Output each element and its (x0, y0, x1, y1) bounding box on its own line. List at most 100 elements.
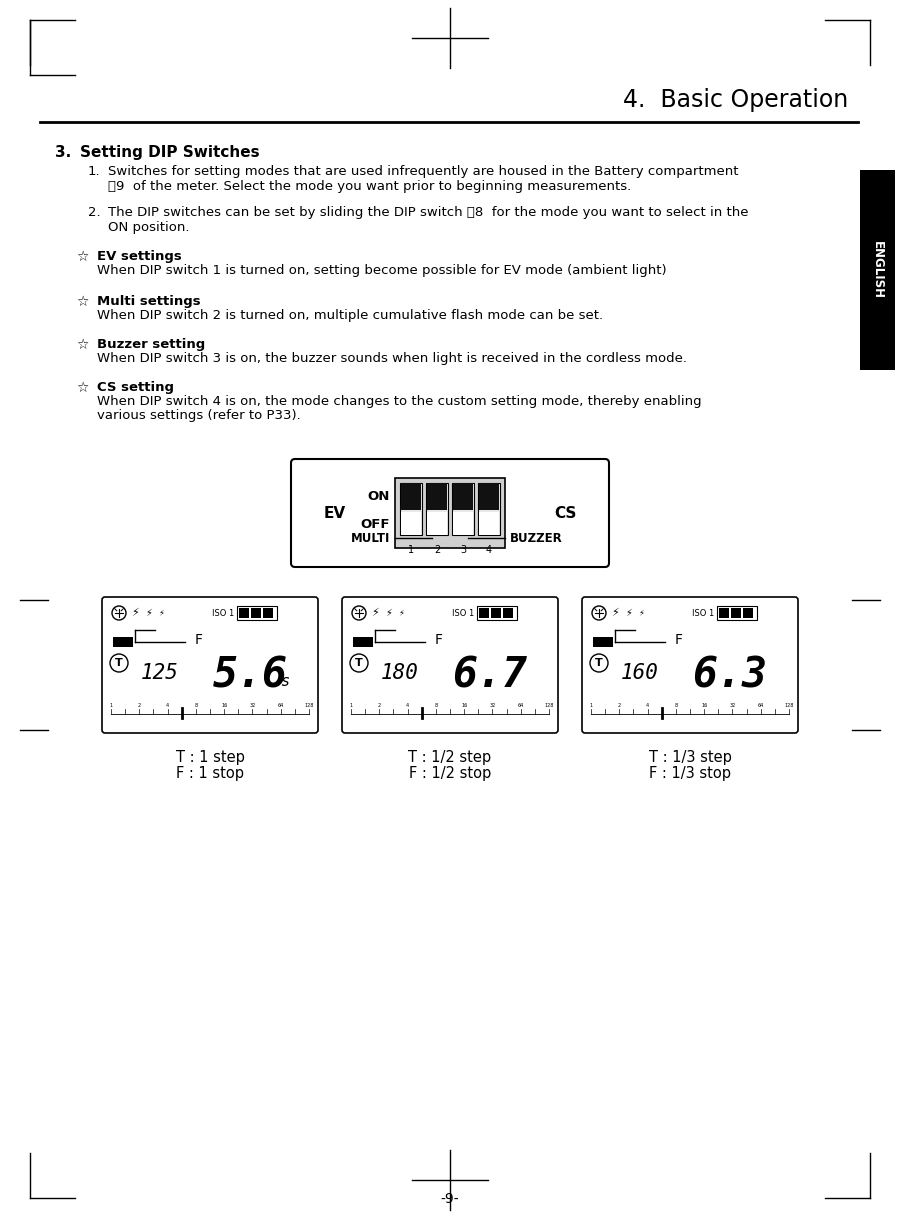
Text: 16: 16 (701, 703, 707, 708)
Text: 32: 32 (729, 703, 735, 708)
Text: CS setting: CS setting (97, 381, 174, 393)
Bar (593, 637, 613, 647)
Text: 64: 64 (277, 703, 284, 708)
Bar (239, 608, 249, 618)
Text: 2: 2 (138, 703, 140, 708)
Text: various settings (refer to P33).: various settings (refer to P33). (97, 409, 301, 421)
Bar (353, 637, 373, 647)
Text: 1.: 1. (88, 164, 101, 178)
Text: 1: 1 (590, 703, 592, 708)
Bar (587, 602, 793, 630)
Text: T: T (595, 658, 603, 667)
Text: EV settings: EV settings (97, 250, 182, 263)
Text: 16: 16 (221, 703, 228, 708)
Text: T: T (356, 658, 363, 667)
Text: 6.3: 6.3 (692, 654, 768, 695)
Text: 6.7: 6.7 (453, 654, 527, 695)
Bar (426, 484, 448, 535)
Text: T : 1 step: T : 1 step (176, 750, 245, 765)
FancyBboxPatch shape (342, 597, 558, 733)
Text: ON: ON (367, 490, 390, 503)
Text: ☆: ☆ (76, 250, 88, 264)
Text: 3.: 3. (55, 145, 71, 160)
Bar (251, 608, 261, 618)
Text: 64: 64 (758, 703, 764, 708)
Text: Switches for setting modes that are used infrequently are housed in the Battery : Switches for setting modes that are used… (108, 164, 739, 178)
Text: When DIP switch 4 is on, the mode changes to the custom setting mode, thereby en: When DIP switch 4 is on, the mode change… (97, 395, 702, 408)
Bar (717, 607, 757, 620)
Text: ☆: ☆ (76, 295, 88, 309)
Bar (479, 512, 499, 535)
Text: T: T (115, 658, 123, 667)
Text: 1: 1 (408, 544, 414, 555)
Bar (453, 484, 473, 510)
Text: 4: 4 (486, 544, 492, 555)
Bar (743, 608, 753, 618)
Text: 32: 32 (249, 703, 256, 708)
Text: s: s (281, 674, 290, 688)
Text: 128: 128 (784, 703, 794, 708)
Bar (478, 484, 500, 535)
Text: Buzzer setting: Buzzer setting (97, 339, 205, 351)
Bar (395, 477, 505, 548)
FancyBboxPatch shape (291, 459, 609, 568)
Text: 2: 2 (378, 703, 381, 708)
Text: 9  of the meter. Select the mode you want prior to beginning measurements.: 9 of the meter. Select the mode you wan… (108, 180, 631, 192)
Text: ☆: ☆ (76, 381, 88, 395)
Text: 2: 2 (617, 703, 621, 708)
Text: ⚡: ⚡ (611, 608, 619, 618)
Text: 64: 64 (518, 703, 524, 708)
Text: When DIP switch 2 is turned on, multiple cumulative flash mode can be set.: When DIP switch 2 is turned on, multiple… (97, 309, 603, 322)
Text: 1: 1 (110, 703, 112, 708)
FancyBboxPatch shape (582, 597, 798, 733)
Text: MULTI: MULTI (351, 531, 390, 544)
Text: 128: 128 (304, 703, 314, 708)
Text: BUZZER: BUZZER (510, 531, 562, 544)
Text: ⚡: ⚡ (398, 609, 404, 618)
Bar (479, 608, 489, 618)
Bar (263, 608, 273, 618)
Text: 4: 4 (406, 703, 410, 708)
Text: 2: 2 (434, 544, 440, 555)
Bar (401, 484, 421, 510)
Text: 125: 125 (141, 663, 179, 683)
Text: CS: CS (554, 505, 576, 520)
Text: ON position.: ON position. (108, 220, 190, 234)
Bar (427, 512, 447, 535)
Text: 16: 16 (461, 703, 467, 708)
Text: 128: 128 (544, 703, 554, 708)
Text: F : 1/2 stop: F : 1/2 stop (409, 766, 491, 781)
Text: F: F (675, 633, 683, 647)
Text: EV: EV (324, 505, 346, 520)
Text: OFF: OFF (361, 519, 390, 531)
Bar (453, 512, 473, 535)
Bar (427, 484, 447, 510)
Bar (491, 608, 501, 618)
Text: 4: 4 (166, 703, 169, 708)
Text: ⚡: ⚡ (385, 608, 392, 618)
Text: ISO 1: ISO 1 (212, 609, 234, 618)
Text: When DIP switch 1 is turned on, setting become possible for EV mode (ambient lig: When DIP switch 1 is turned on, setting … (97, 264, 667, 276)
Text: When DIP switch 3 is on, the buzzer sounds when light is received in the cordles: When DIP switch 3 is on, the buzzer soun… (97, 352, 687, 365)
Text: ⚡: ⚡ (626, 608, 633, 618)
FancyBboxPatch shape (102, 597, 318, 733)
Text: T : 1/2 step: T : 1/2 step (409, 750, 491, 765)
Text: ⚡: ⚡ (146, 608, 152, 618)
Text: ⚡: ⚡ (131, 608, 139, 618)
Text: 1: 1 (349, 703, 353, 708)
Text: 4.  Basic Operation: 4. Basic Operation (623, 88, 848, 112)
Bar (347, 602, 553, 630)
Text: ⚡: ⚡ (158, 609, 164, 618)
Text: F : 1 stop: F : 1 stop (176, 766, 244, 781)
Text: 180: 180 (381, 663, 418, 683)
Text: 2.: 2. (88, 206, 101, 219)
Bar (479, 484, 499, 510)
Text: Setting DIP Switches: Setting DIP Switches (80, 145, 259, 160)
Text: 4: 4 (646, 703, 649, 708)
Text: ⚡: ⚡ (371, 608, 379, 618)
Text: ⚡: ⚡ (638, 609, 644, 618)
Bar (719, 608, 729, 618)
Bar (401, 512, 421, 535)
Text: ISO 1: ISO 1 (692, 609, 714, 618)
Bar (113, 637, 133, 647)
